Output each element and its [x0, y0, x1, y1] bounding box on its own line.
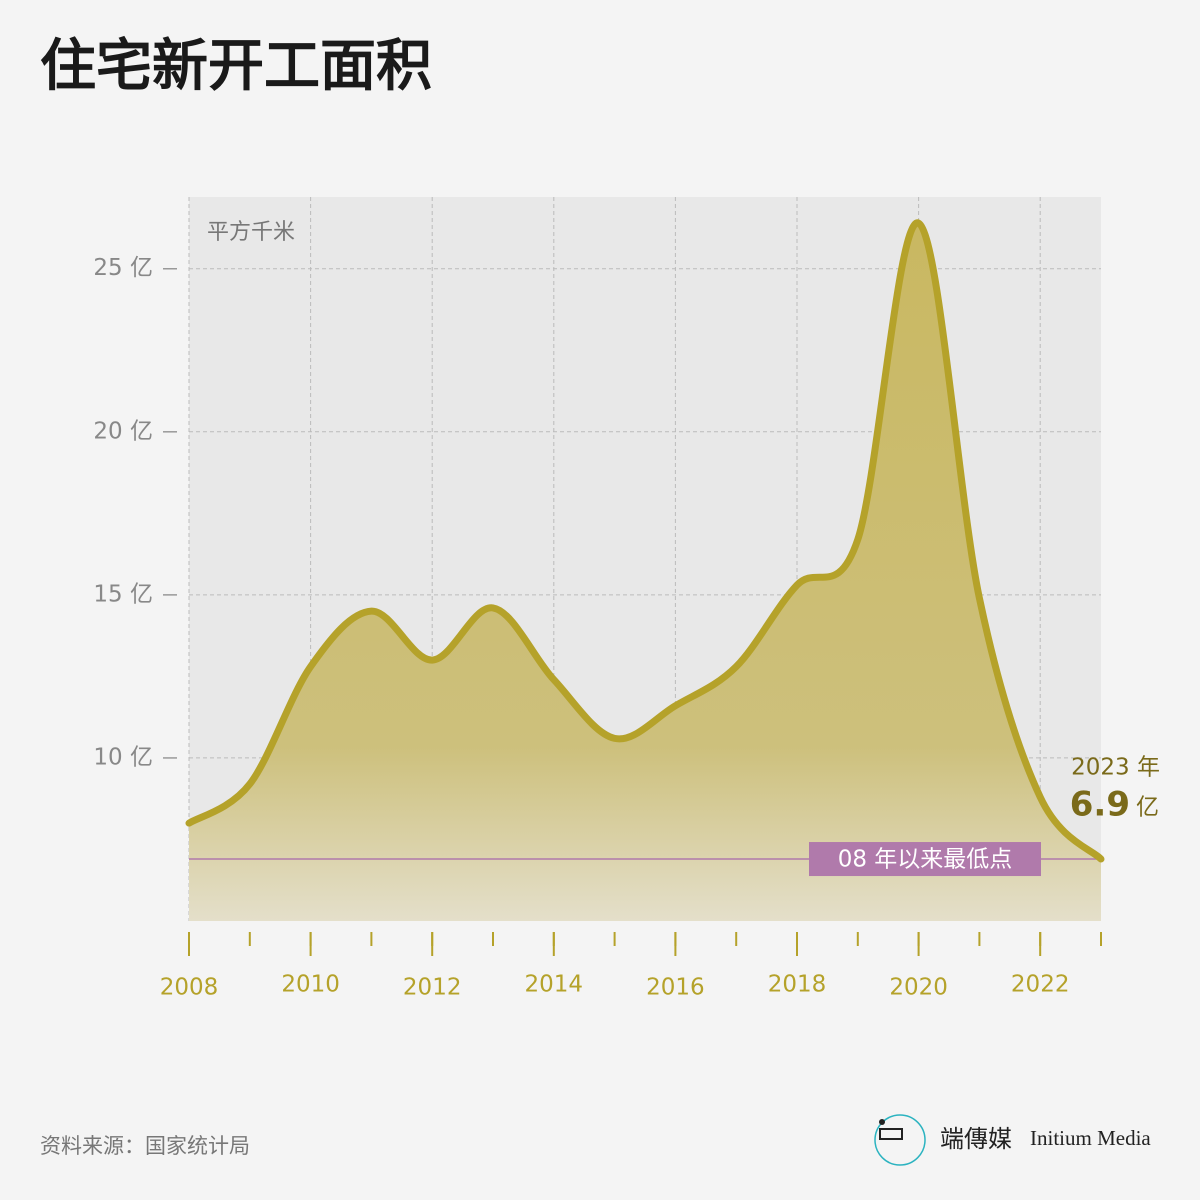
x-tick-label: 2012 — [403, 975, 462, 1001]
logo-dot — [879, 1119, 885, 1125]
reference-label: 08 年以来最低点 — [838, 847, 1013, 873]
brand-logo — [874, 1114, 926, 1166]
logo-glyph — [879, 1128, 903, 1140]
reference-label-bg — [809, 842, 1041, 877]
annotation-unit: 亿 — [1136, 795, 1159, 821]
y-tick-label: 10 亿 — [93, 744, 153, 770]
source: 资料来源：国家统计局 — [40, 1134, 250, 1158]
x-tick-label: 2016 — [646, 975, 705, 1001]
x-tick-label: 2010 — [281, 972, 340, 998]
x-tick-label: 2014 — [525, 972, 584, 998]
x-tick-label: 2018 — [768, 972, 827, 998]
x-tick-label: 2008 — [160, 975, 219, 1001]
area — [189, 222, 1101, 921]
y-tick-label: 15 亿 — [93, 581, 153, 607]
y-tick-label: 20 亿 — [93, 418, 153, 444]
brand-english: Initium Media — [1030, 1126, 1151, 1150]
annotation-value: 6.9 — [1070, 785, 1130, 825]
unit-label: 平方千米 — [207, 220, 295, 245]
chart-title: 住宅新开工面积 — [40, 34, 432, 99]
x-tick-label: 2022 — [1011, 972, 1070, 998]
logo-circle — [874, 1114, 926, 1166]
x-tick-label: 2020 — [889, 975, 948, 1001]
line — [185, 219, 1105, 863]
brand-chinese: 端傳媒 — [940, 1125, 1012, 1153]
y-tick-label: 25 亿 — [93, 255, 153, 281]
annotation-year: 2023 年 — [1071, 755, 1160, 781]
